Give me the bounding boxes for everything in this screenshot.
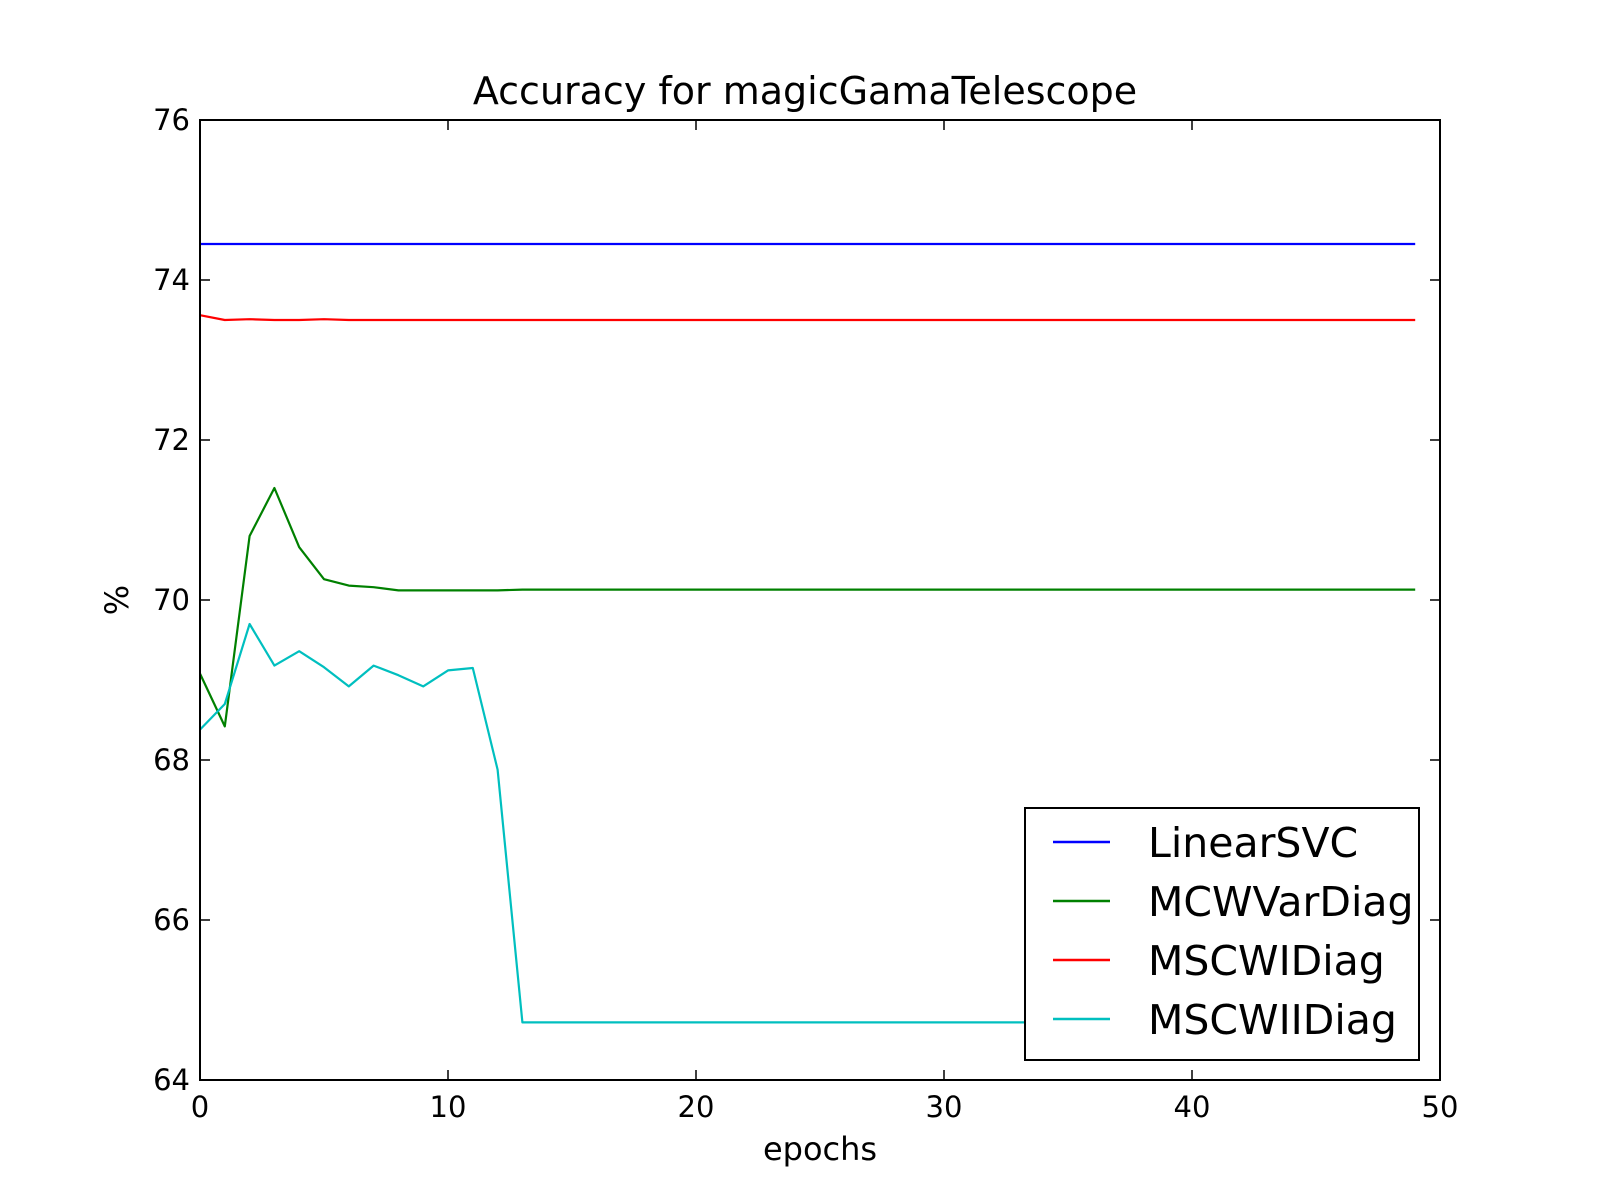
- ticks-layer: 0 10 20 30 40 50 64 66 68 70 72 74 76: [153, 103, 1458, 1124]
- x-tick-label: 20: [678, 1090, 715, 1124]
- series-layer: [199, 242, 1416, 1024]
- x-tick-label: 10: [430, 1090, 467, 1124]
- legend-label-linearsvc: LinearSVC: [1148, 819, 1358, 867]
- y-axis-label: %: [98, 585, 136, 615]
- y-tick-label: 70: [153, 583, 190, 617]
- legend-label-mscwidiag: MSCWIDiag: [1148, 937, 1385, 985]
- series-line-mcwvardiag: [199, 486, 1416, 728]
- y-tick-label: 72: [153, 423, 190, 457]
- legend-label-mscwiidiag: MSCWIIDiag: [1148, 996, 1397, 1044]
- x-tick-label: 30: [926, 1090, 963, 1124]
- legend-label-mcwvardiag: MCWVarDiag: [1148, 878, 1414, 926]
- series-line-mscwidiag: [199, 314, 1416, 322]
- chart-title: Accuracy for magicGamaTelescope: [473, 69, 1137, 113]
- x-tick-label: 40: [1174, 1090, 1211, 1124]
- legend: LinearSVC MCWVarDiag MSCWIDiag MSCWIIDiag: [1024, 807, 1420, 1061]
- y-tick-label: 64: [153, 1063, 190, 1097]
- x-tick-label: 0: [191, 1090, 209, 1124]
- y-tick-label: 76: [153, 103, 190, 137]
- x-axis-label: epochs: [763, 1130, 877, 1168]
- x-tick-label: 50: [1422, 1090, 1459, 1124]
- y-tick-label: 68: [153, 743, 190, 777]
- y-tick-label: 66: [153, 903, 190, 937]
- y-tick-label: 74: [153, 263, 190, 297]
